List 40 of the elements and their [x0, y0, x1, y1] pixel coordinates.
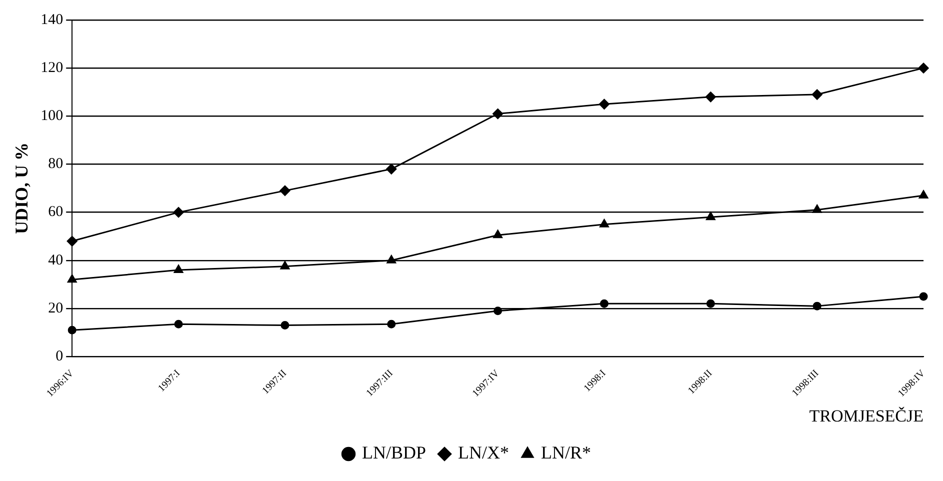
legend-label: LN/BDP: [362, 442, 426, 463]
y-tick-label: 80: [48, 156, 64, 172]
point: [174, 264, 184, 274]
point: [386, 255, 396, 264]
point: [493, 230, 502, 238]
point: [918, 190, 928, 198]
point: [280, 261, 290, 270]
point: [67, 274, 77, 283]
point: [68, 326, 76, 334]
point: [812, 89, 822, 100]
point: [386, 164, 397, 174]
x-axis-title: TROMJESEČJE: [809, 406, 924, 426]
point: [173, 207, 184, 218]
y-tick-label: 0: [56, 348, 64, 364]
point: [812, 302, 822, 310]
point: [174, 320, 183, 328]
point: [280, 185, 290, 196]
y-tick-label: 20: [48, 300, 64, 316]
y-tick-label: 40: [48, 252, 64, 268]
y-tick-label: 120: [40, 60, 64, 76]
point: [387, 320, 396, 328]
point: [812, 204, 822, 213]
y-tick-label: 140: [40, 12, 64, 28]
legend-label: LN/X*: [458, 442, 510, 463]
point: [706, 299, 715, 308]
point: [598, 98, 610, 110]
point: [66, 236, 78, 246]
point: [492, 108, 504, 120]
y-axis-title: UDIO, U %: [11, 142, 32, 234]
legend-label: LN/R*: [541, 442, 592, 463]
y-tick-label: 60: [48, 204, 64, 220]
y-tick-label: 100: [40, 108, 64, 124]
point: [706, 212, 716, 220]
point: [600, 219, 609, 228]
point: [705, 92, 716, 102]
point: [280, 321, 290, 330]
point: [600, 299, 608, 308]
point: [494, 306, 502, 316]
point: [919, 292, 928, 301]
point: [918, 62, 929, 74]
